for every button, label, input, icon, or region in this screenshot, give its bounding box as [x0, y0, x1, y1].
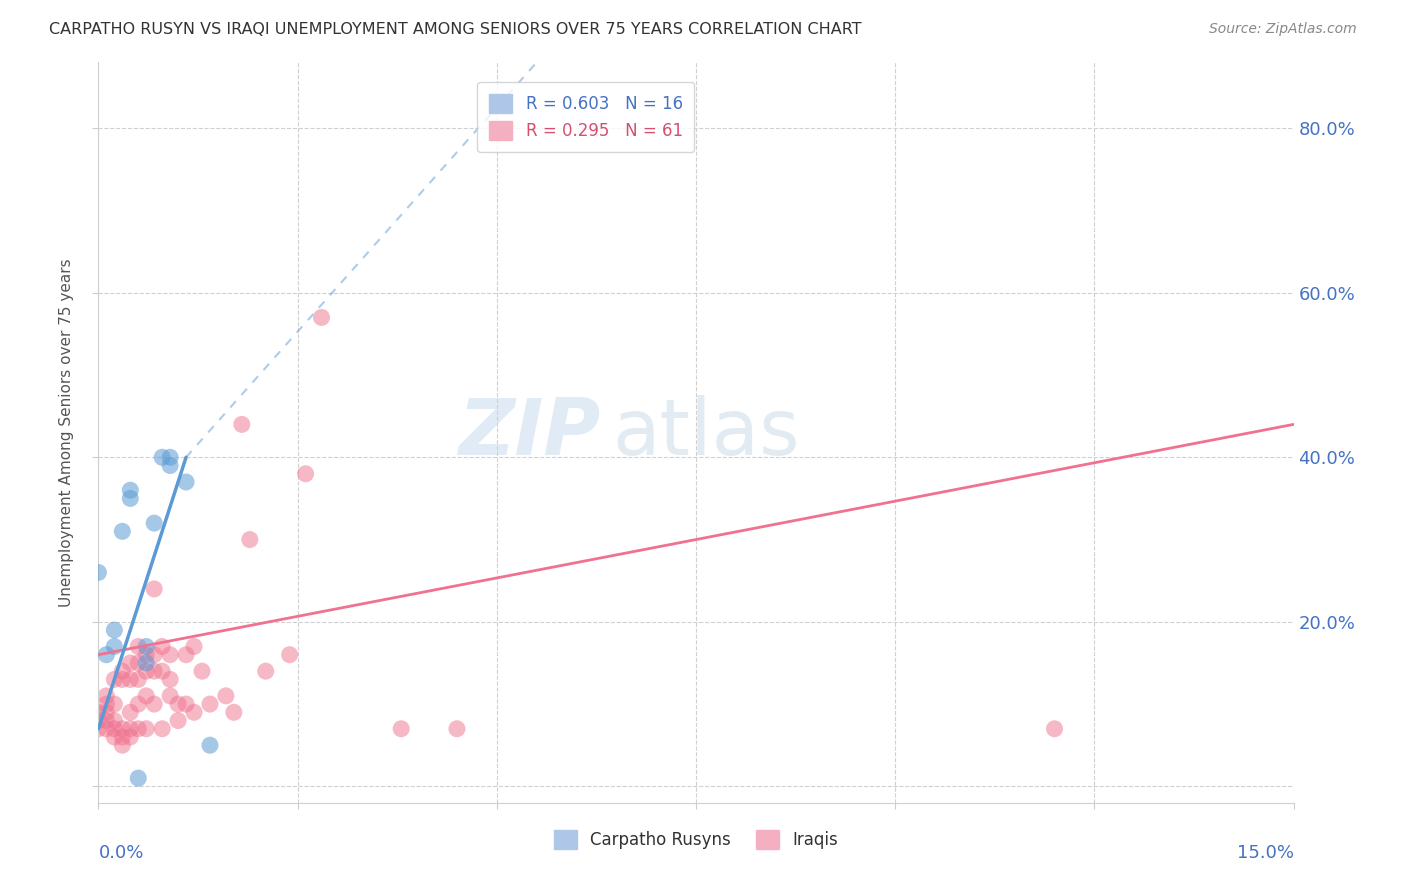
Point: [389, 722, 412, 736]
Point: [87, 714, 110, 728]
Point: [111, 524, 134, 539]
Point: [135, 640, 157, 654]
Text: CARPATHO RUSYN VS IRAQI UNEMPLOYMENT AMONG SENIORS OVER 75 YEARS CORRELATION CHA: CARPATHO RUSYN VS IRAQI UNEMPLOYMENT AMO…: [49, 22, 862, 37]
Point: [198, 697, 221, 711]
Point: [446, 722, 468, 736]
Point: [174, 648, 197, 662]
Point: [231, 417, 253, 432]
Point: [239, 533, 262, 547]
Point: [111, 673, 134, 687]
Point: [96, 648, 118, 662]
Point: [127, 697, 149, 711]
Y-axis label: Unemployment Among Seniors over 75 years: Unemployment Among Seniors over 75 years: [59, 259, 75, 607]
Point: [294, 467, 316, 481]
Point: [167, 714, 190, 728]
Point: [150, 664, 173, 678]
Point: [120, 706, 142, 720]
Point: [120, 722, 142, 736]
Point: [135, 664, 157, 678]
Point: [135, 648, 157, 662]
Legend: Carpatho Rusyns, Iraqis: Carpatho Rusyns, Iraqis: [541, 819, 851, 861]
Point: [87, 566, 110, 580]
Point: [174, 697, 197, 711]
Point: [150, 722, 173, 736]
Point: [150, 640, 173, 654]
Point: [120, 673, 142, 687]
Point: [159, 648, 181, 662]
Point: [103, 730, 125, 744]
Point: [96, 689, 118, 703]
Point: [198, 738, 221, 752]
Point: [96, 722, 118, 736]
Point: [143, 664, 166, 678]
Point: [111, 664, 134, 678]
Point: [143, 648, 166, 662]
Point: [111, 722, 134, 736]
Point: [103, 623, 125, 637]
Point: [87, 706, 110, 720]
Point: [278, 648, 301, 662]
Point: [174, 475, 197, 489]
Point: [159, 689, 181, 703]
Point: [120, 483, 142, 498]
Text: 0.0%: 0.0%: [98, 844, 143, 862]
Point: [311, 310, 333, 325]
Point: [143, 516, 166, 530]
Point: [167, 697, 190, 711]
Point: [143, 697, 166, 711]
Point: [120, 730, 142, 744]
Point: [103, 673, 125, 687]
Point: [120, 491, 142, 506]
Point: [191, 664, 214, 678]
Point: [143, 582, 166, 596]
Text: Source: ZipAtlas.com: Source: ZipAtlas.com: [1209, 22, 1357, 37]
Point: [127, 722, 149, 736]
Point: [127, 771, 149, 785]
Point: [103, 722, 125, 736]
Point: [120, 656, 142, 670]
Point: [159, 458, 181, 473]
Point: [150, 450, 173, 465]
Point: [87, 722, 110, 736]
Point: [96, 714, 118, 728]
Point: [96, 706, 118, 720]
Point: [1043, 722, 1066, 736]
Point: [96, 697, 118, 711]
Point: [111, 738, 134, 752]
Point: [103, 640, 125, 654]
Text: 15.0%: 15.0%: [1236, 844, 1294, 862]
Point: [111, 730, 134, 744]
Point: [183, 640, 205, 654]
Point: [159, 450, 181, 465]
Point: [215, 689, 238, 703]
Point: [103, 697, 125, 711]
Point: [222, 706, 245, 720]
Point: [135, 689, 157, 703]
Point: [127, 640, 149, 654]
Point: [127, 673, 149, 687]
Point: [183, 706, 205, 720]
Point: [135, 722, 157, 736]
Point: [127, 656, 149, 670]
Text: atlas: atlas: [613, 394, 800, 471]
Point: [159, 673, 181, 687]
Point: [135, 656, 157, 670]
Point: [254, 664, 277, 678]
Text: ZIP: ZIP: [458, 394, 600, 471]
Point: [103, 714, 125, 728]
